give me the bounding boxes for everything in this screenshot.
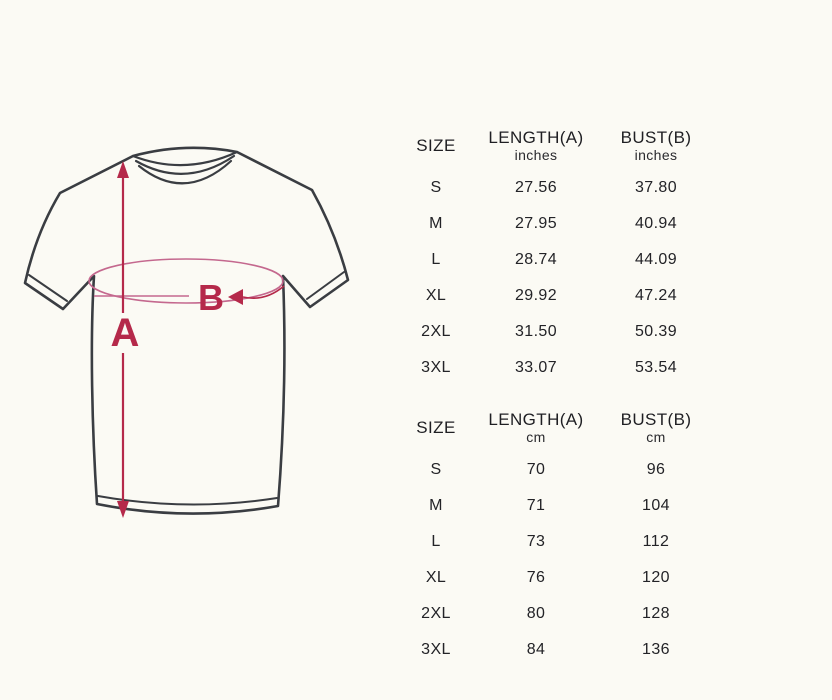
shirt-outline	[23, 146, 350, 515]
cell-bust: 47.24	[634, 287, 678, 304]
table-inches-body: S 27.56 37.80 M 27.95 40.94 L 28.74 44.09 XL 29.92…	[400, 170, 712, 386]
collar	[131, 150, 239, 185]
cell-length: 28.74	[514, 251, 558, 268]
table-cm-body: S 70 96 M 71 104 L 73 112 XL 76 120 2XL 80 128 3XL 84 136	[400, 452, 712, 668]
table-row: M 71 104	[400, 488, 712, 524]
table-inches-header: SIZE LENGTH(A) inches BUST(B) inches	[400, 120, 712, 170]
cell-bust: 104	[642, 497, 670, 514]
cell-length: 76	[526, 569, 546, 586]
cell-length: 70	[526, 461, 546, 478]
bust-label: B	[198, 277, 224, 318]
table-row: 2XL 31.50 50.39	[400, 314, 712, 350]
cell-size: 3XL	[421, 641, 451, 658]
size-column-header: SIZE	[400, 120, 472, 170]
header-row: SIZE LENGTH(A) cm BUST(B) cm	[400, 402, 712, 452]
table-row: 2XL 80 128	[400, 596, 712, 632]
cell-size: S	[430, 461, 442, 478]
table-row: XL 76 120	[400, 560, 712, 596]
bust-header-label: BUST(B)	[620, 127, 692, 147]
table-row: M 27.95 40.94	[400, 206, 712, 242]
size-table-cm: SIZE LENGTH(A) cm BUST(B) cm S 70 96 M 71 104…	[400, 402, 712, 668]
cell-bust: 44.09	[634, 251, 678, 268]
header-row: SIZE LENGTH(A) inches BUST(B) inches	[400, 120, 712, 170]
cell-length: 73	[526, 533, 546, 550]
cell-bust: 136	[642, 641, 670, 658]
length-header-label: LENGTH(A)	[488, 127, 584, 147]
table-row: L 73 112	[400, 524, 712, 560]
cell-bust: 120	[642, 569, 670, 586]
size-header-label: SIZE	[416, 417, 456, 437]
length-header-unit: inches	[514, 146, 558, 163]
cell-bust: 37.80	[634, 179, 678, 196]
length-header-unit: cm	[526, 428, 546, 445]
cell-size: XL	[425, 287, 447, 304]
length-arrowhead-bottom-icon	[117, 501, 129, 518]
size-header-label: SIZE	[416, 135, 456, 155]
cell-size: S	[430, 179, 442, 196]
cell-length: 84	[526, 641, 546, 658]
cell-length: 71	[526, 497, 546, 514]
table-row: L 28.74 44.09	[400, 242, 712, 278]
cell-bust: 128	[642, 605, 670, 622]
table-row: XL 29.92 47.24	[400, 278, 712, 314]
cell-bust: 112	[642, 533, 670, 550]
cell-length: 80	[526, 605, 546, 622]
cell-length: 31.50	[514, 323, 558, 340]
cell-length: 33.07	[514, 359, 558, 376]
length-column-header: LENGTH(A) cm	[472, 402, 600, 452]
cell-length: 27.56	[514, 179, 558, 196]
cell-size: 2XL	[421, 323, 451, 340]
bust-header-label: BUST(B)	[620, 409, 692, 429]
cell-size: M	[429, 215, 443, 232]
cell-size: XL	[425, 569, 447, 586]
cell-bust: 40.94	[634, 215, 678, 232]
cell-size: M	[429, 497, 443, 514]
cell-bust: 53.54	[634, 359, 678, 376]
cell-size: L	[431, 533, 441, 550]
table-row: S 27.56 37.80	[400, 170, 712, 206]
size-table-inches: SIZE LENGTH(A) inches BUST(B) inches S 27…	[400, 120, 712, 386]
table-row: S 70 96	[400, 452, 712, 488]
length-column-header: LENGTH(A) inches	[472, 120, 600, 170]
bust-arrowhead-icon	[228, 289, 243, 305]
cell-bust: 96	[646, 461, 666, 478]
bust-column-header: BUST(B) cm	[600, 402, 712, 452]
cell-length: 29.92	[514, 287, 558, 304]
table-row: 3XL 84 136	[400, 632, 712, 668]
bust-arrow-tail	[242, 285, 285, 299]
length-header-label: LENGTH(A)	[488, 409, 584, 429]
bust-header-unit: inches	[634, 146, 678, 163]
bust-ellipse	[88, 258, 284, 304]
cell-size: 2XL	[421, 605, 451, 622]
length-label: A	[111, 311, 140, 355]
stitch-lines	[28, 271, 345, 506]
cell-length: 27.95	[514, 215, 558, 232]
table-cm-header: SIZE LENGTH(A) cm BUST(B) cm	[400, 402, 712, 452]
size-column-header: SIZE	[400, 402, 472, 452]
length-arrowhead-top-icon	[117, 161, 129, 178]
table-row: 3XL 33.07 53.54	[400, 350, 712, 386]
tshirt-diagram: B A	[0, 130, 400, 560]
tshirt-svg: B A	[23, 146, 350, 518]
cell-size: L	[431, 251, 441, 268]
bust-column-header: BUST(B) inches	[600, 120, 712, 170]
bust-header-unit: cm	[646, 428, 666, 445]
cell-bust: 50.39	[634, 323, 678, 340]
cell-size: 3XL	[421, 359, 451, 376]
size-tables: SIZE LENGTH(A) inches BUST(B) inches S 27…	[400, 0, 730, 700]
